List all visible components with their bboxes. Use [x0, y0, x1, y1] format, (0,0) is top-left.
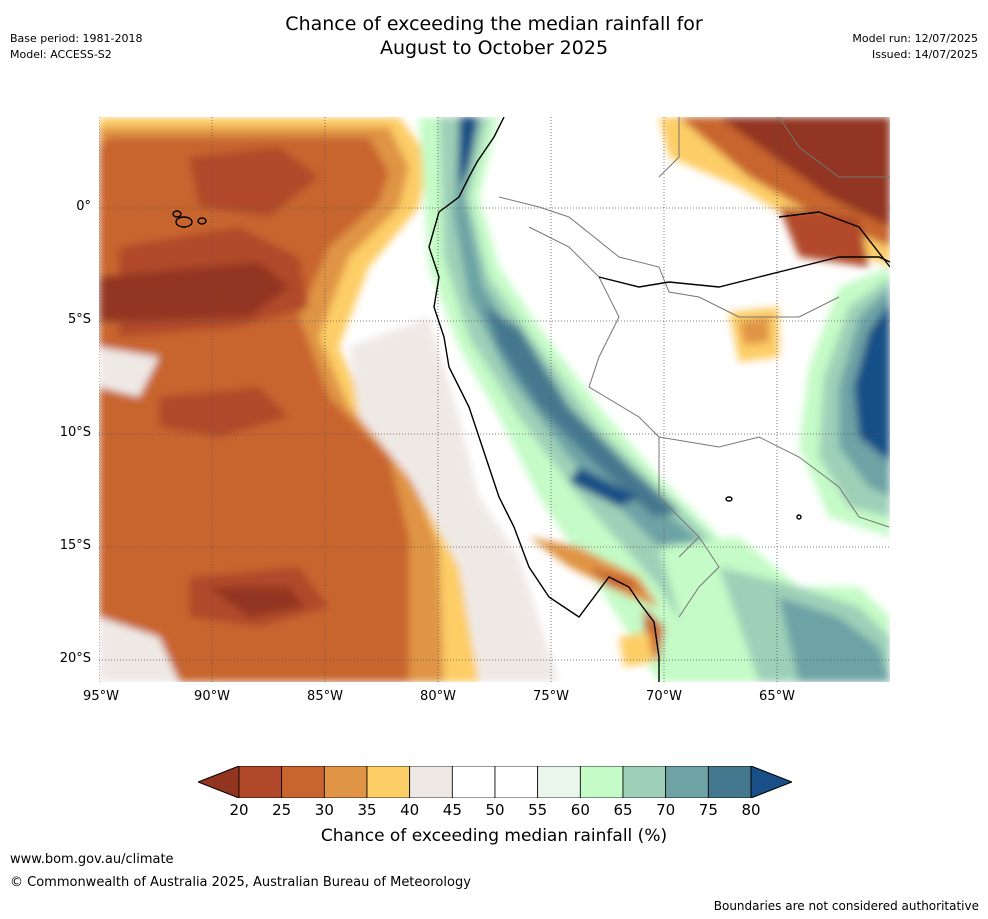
- coastline: [172, 117, 890, 682]
- colorbar-tick-label: 70: [656, 801, 676, 819]
- colorbar-segment: [409, 766, 453, 798]
- colorbar-segment: [622, 766, 667, 798]
- colorbar-segment: [281, 766, 325, 798]
- lat-label-10s: 10°S: [59, 425, 91, 440]
- colorbar: [198, 766, 792, 798]
- colorbar-tick-label: 80: [741, 801, 761, 819]
- colorbar-tick-label: 60: [570, 801, 590, 819]
- colorbar-arrow-low: [198, 766, 240, 798]
- lon-label-65w: 65°W: [759, 689, 795, 704]
- footer-copyright: © Commonwealth of Australia 2025, Austra…: [10, 875, 471, 890]
- lon-label-95w: 95°W: [83, 689, 119, 704]
- colorbar-tick-label: 75: [698, 801, 718, 819]
- colorbar-arrow-high: [750, 766, 792, 798]
- lon-label-75w: 75°W: [533, 689, 569, 704]
- colorbar-tick-label: 30: [314, 801, 334, 819]
- colorbar-segment: [579, 766, 624, 798]
- lat-label-15s: 15°S: [59, 538, 91, 553]
- colorbar-tick-label: 65: [613, 801, 633, 819]
- colorbar-segment: [366, 766, 411, 798]
- lon-label-90w: 90°W: [194, 689, 230, 704]
- footer-disclaimer: Boundaries are not considered authoritat…: [713, 899, 979, 913]
- colorbar-segment: [665, 766, 709, 798]
- base-period-text: Base period: 1981-2018: [10, 32, 143, 45]
- colorbar-segment: [323, 766, 368, 798]
- colorbar-title: Chance of exceeding median rainfall (%): [320, 826, 668, 846]
- rainfall-probability-map: [99, 117, 890, 682]
- graticule: [99, 117, 890, 682]
- colorbar-segment: [451, 766, 496, 798]
- colorbar-tick-label: 25: [272, 801, 292, 819]
- colorbar-segment: [537, 766, 581, 798]
- colorbar-segment: [707, 766, 752, 798]
- colorbar-tick-label: 20: [229, 801, 249, 819]
- probability-field: [99, 117, 890, 682]
- model-text: Model: ACCESS-S2: [10, 48, 112, 61]
- country-borders: [498, 117, 890, 618]
- model-run-text: Model run: 12/07/2025: [852, 32, 978, 45]
- lat-label-0: 0°: [76, 199, 91, 214]
- lon-label-85w: 85°W: [307, 689, 343, 704]
- footer-url[interactable]: www.bom.gov.au/climate: [10, 852, 174, 867]
- colorbar-tick-label: 55: [528, 801, 548, 819]
- title-line-2: August to October 2025: [379, 37, 609, 59]
- issued-text: Issued: 14/07/2025: [871, 48, 978, 61]
- lat-label-20s: 20°S: [59, 651, 91, 666]
- colorbar-tick-label: 40: [400, 801, 420, 819]
- metadata-left: Base period: 1981-2018 Model: ACCESS-S2: [10, 31, 142, 63]
- lon-label-70w: 70°W: [646, 689, 682, 704]
- colorbar-segment: [238, 766, 283, 798]
- colorbar-segment: [494, 766, 539, 798]
- colorbar-tick-label: 35: [357, 801, 377, 819]
- colorbar-tick-label: 50: [485, 801, 505, 819]
- lon-label-80w: 80°W: [420, 689, 456, 704]
- map-title: Chance of exceeding the median rainfall …: [0, 12, 988, 60]
- title-line-1: Chance of exceeding the median rainfall …: [285, 13, 703, 35]
- lat-label-5s: 5°S: [67, 312, 91, 327]
- metadata-right: Model run: 12/07/2025 Issued: 14/07/2025: [852, 31, 978, 63]
- colorbar-tick-label: 45: [442, 801, 462, 819]
